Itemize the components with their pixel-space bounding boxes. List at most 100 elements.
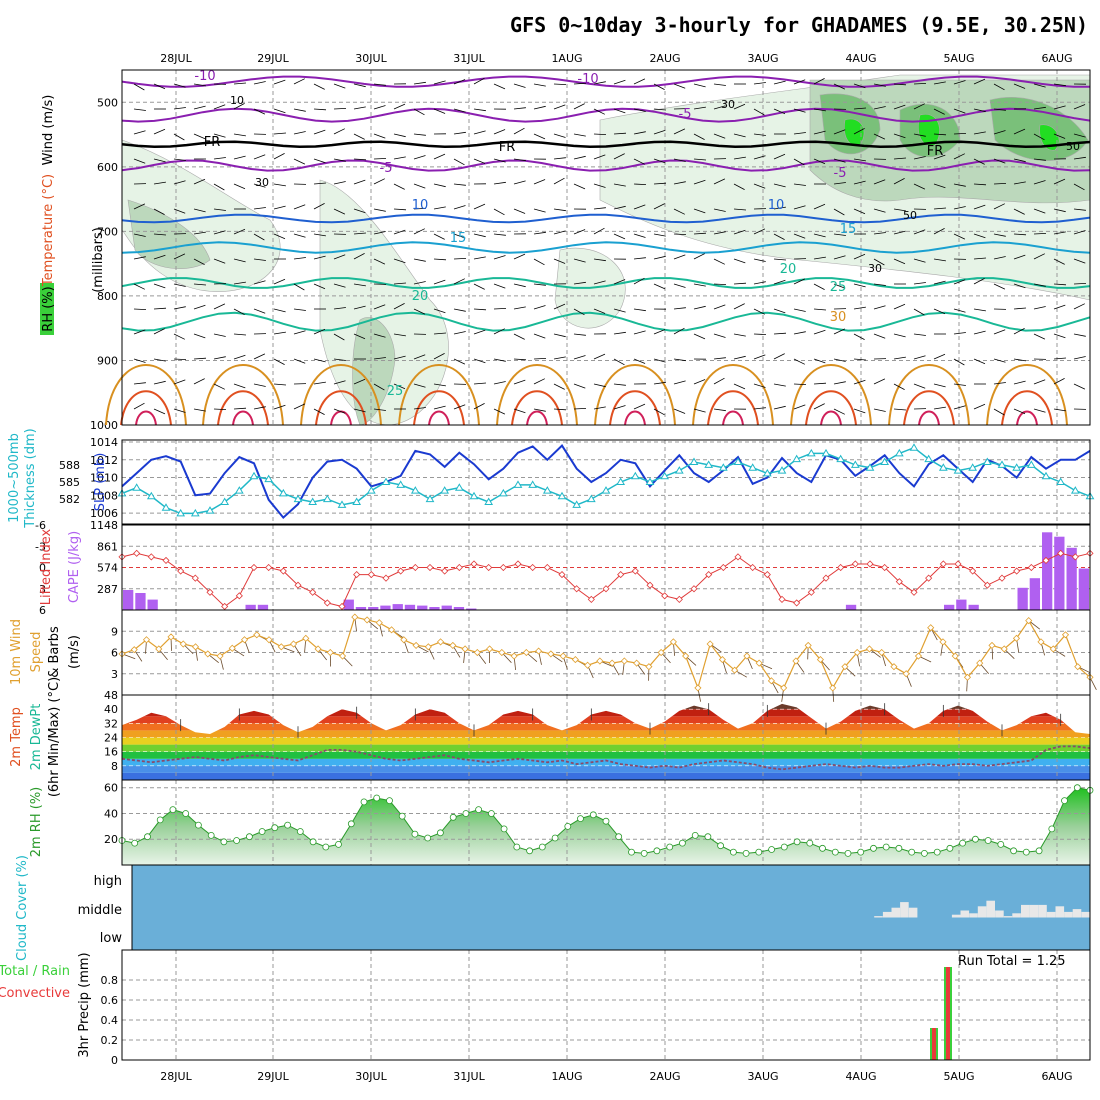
chart-title: GFS 0~10day 3-hourly for GHADAMES (9.5E,… [510, 13, 1088, 37]
wind-barb [133, 308, 147, 310]
wind-barb [893, 303, 906, 310]
cape-bar [343, 599, 354, 610]
wind-barb [253, 406, 266, 410]
isotherm-30-lobe [594, 364, 676, 426]
wind-barb [233, 82, 247, 85]
wind-barb [1053, 378, 1065, 385]
wind-barb [673, 83, 686, 89]
wind-barb [1013, 158, 1026, 163]
wind-barb [233, 258, 246, 263]
wind-barb [413, 407, 426, 410]
temp-tick-label: 48 [104, 689, 118, 702]
x-tick-label: 4AUG [845, 1070, 876, 1083]
wind-barb [413, 308, 426, 315]
wind-barb [333, 158, 346, 162]
wind-speed-point [522, 648, 530, 657]
wind-barb [913, 103, 925, 110]
wind-barb [133, 130, 146, 135]
isotherm-label: FR [204, 135, 221, 150]
wind-barb [473, 382, 487, 385]
wind-barb [713, 377, 725, 385]
wind-barb [613, 331, 626, 335]
wind-barb [653, 408, 665, 416]
wind-barb [333, 208, 346, 215]
wind-barb [393, 133, 406, 138]
rh-point [691, 832, 699, 839]
wind-barb [653, 203, 665, 210]
thickness-point [1070, 486, 1080, 494]
isotherm-30-lobe [300, 364, 382, 426]
thickness-point [762, 468, 772, 477]
rh-point [475, 806, 483, 813]
wind-speed-point [338, 652, 347, 660]
wind-barb [153, 358, 166, 362]
wind-barb [1053, 208, 1066, 213]
wind-barb [753, 183, 766, 189]
thickness-point [792, 454, 802, 463]
li-point [793, 599, 801, 607]
wind-barb [533, 408, 546, 412]
wind-speed-point [976, 659, 984, 667]
wind-barb [1073, 333, 1086, 337]
isotherm-label: FR [499, 140, 516, 155]
wind-barb [213, 183, 225, 191]
cape-bar [1054, 536, 1065, 610]
li-tick-label: 6 [39, 604, 46, 617]
wind-speed-point [1049, 645, 1057, 653]
rh-point [564, 823, 572, 830]
thickness-point [645, 477, 655, 485]
wind-barb [953, 183, 966, 187]
middle-cloud-bar [951, 914, 961, 918]
bottom-date-axis: 28JUL 29JUL 30JUL 31JUL 1AUG 2AUG 3AUG 4AUG 5AUG… [160, 1070, 1072, 1083]
cloud-level-label: high [94, 874, 122, 889]
wind-barb [973, 308, 986, 312]
thickness-point [132, 483, 142, 491]
wind-barb [933, 81, 946, 85]
wind-barb [153, 408, 166, 415]
wind-barb [193, 105, 206, 110]
wind-barb [773, 258, 787, 261]
wind-barb [193, 258, 205, 265]
wind-speed-point [914, 652, 923, 660]
wind-barb [473, 158, 486, 164]
thickness-point [410, 486, 420, 494]
rh-point [182, 810, 190, 817]
li-point [807, 588, 815, 596]
wind-barb [753, 133, 766, 136]
wind-barb [513, 208, 526, 214]
wind-barb [553, 230, 566, 235]
wind-barb [453, 404, 466, 410]
thickness-point [630, 471, 640, 480]
li-point [529, 563, 537, 572]
li-point [250, 563, 258, 572]
wind-barb [393, 229, 406, 235]
wind-barb [553, 208, 566, 212]
wind-barb [553, 356, 566, 360]
wind-barb [913, 355, 926, 360]
li-point [441, 567, 449, 575]
middle-cloud-bar [882, 911, 892, 918]
wind-barb [353, 408, 366, 413]
li-point [382, 574, 390, 582]
thickness-point [806, 448, 816, 457]
wind-barb [713, 133, 726, 139]
wind-barb [853, 158, 866, 162]
wind-barb [553, 83, 567, 85]
wind-barb [733, 208, 747, 211]
thickness-point [733, 457, 743, 465]
wind-barb [153, 233, 167, 236]
cape-tick-label: 287 [97, 583, 118, 596]
wind-barb [713, 304, 726, 310]
wind-barb [793, 331, 806, 335]
x-tick-label: 1AUG [551, 1070, 582, 1083]
wind-barb [173, 306, 186, 310]
isotherm-label: 15 [450, 231, 467, 246]
wind-barb [173, 180, 186, 185]
isotherm-30-lobe [496, 364, 578, 426]
cape-tick-label: 1148 [90, 519, 118, 532]
wind-barb [273, 358, 285, 365]
li-point [587, 595, 595, 603]
li-point [485, 563, 493, 572]
wind-barb [213, 408, 227, 410]
wind-barb [233, 183, 246, 190]
